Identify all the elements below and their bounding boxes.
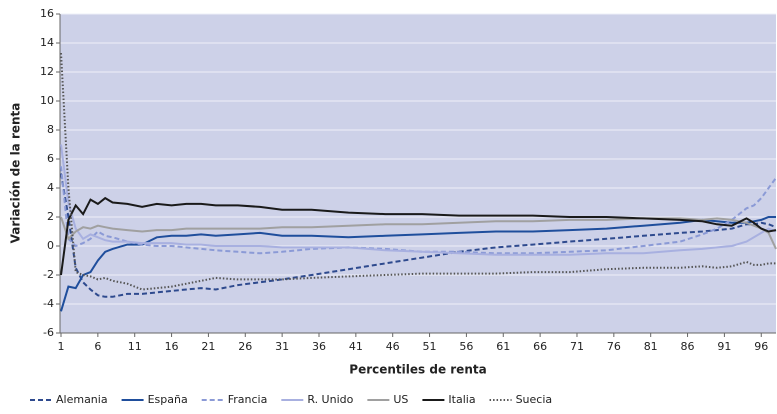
x-tick-label: 66 — [533, 340, 547, 353]
plot-area — [60, 14, 776, 333]
x-axis-label: Percentiles de renta — [349, 363, 486, 377]
x-tick-label: 26 — [238, 340, 252, 353]
y-tick-label: 2 — [47, 210, 54, 223]
x-tick-label: 76 — [607, 340, 621, 353]
y-tick-label: -2 — [43, 268, 54, 281]
legend-label: Italia — [448, 393, 475, 406]
legend-label: Suecia — [516, 393, 553, 406]
x-tick-label: 71 — [570, 340, 584, 353]
x-tick-label: 96 — [754, 340, 768, 353]
x-tick-label: 6 — [94, 340, 101, 353]
y-tick-label: -6 — [43, 326, 54, 339]
y-tick-label: -4 — [43, 297, 54, 310]
legend-label: R. Unido — [307, 393, 353, 406]
y-tick-label: 10 — [40, 94, 54, 107]
legend-label: Francia — [228, 393, 268, 406]
x-tick-label: 91 — [717, 340, 731, 353]
x-tick-label: 1 — [58, 340, 65, 353]
legend-label: Alemania — [56, 393, 108, 406]
y-tick-label: 14 — [40, 36, 54, 49]
x-tick-label: 81 — [644, 340, 658, 353]
series-line — [60, 144, 777, 256]
series-line — [60, 173, 777, 298]
y-tick-label: 6 — [47, 152, 54, 165]
x-tick-label: 86 — [681, 340, 695, 353]
series-line — [60, 196, 777, 276]
x-tick-label: 16 — [165, 340, 179, 353]
x-tick-label: 56 — [459, 340, 473, 353]
legend-label: US — [393, 393, 408, 406]
x-tick-label: 46 — [386, 340, 400, 353]
y-tick-label: 8 — [47, 123, 54, 136]
x-tick-label: 61 — [496, 340, 510, 353]
y-tick-label: 12 — [40, 65, 54, 78]
x-tick-label: 41 — [349, 340, 363, 353]
series-line — [60, 53, 776, 291]
y-tick-label: 4 — [47, 181, 54, 194]
legend-label: España — [148, 393, 188, 406]
y-axis-label: Variación de la renta — [9, 103, 23, 244]
y-tick-label: 16 — [40, 7, 54, 20]
x-tick-label: 21 — [201, 340, 215, 353]
series-line — [60, 216, 777, 250]
x-tick-label: 31 — [275, 340, 289, 353]
x-tick-label: 51 — [423, 340, 437, 353]
x-tick-label: 11 — [128, 340, 142, 353]
y-tick-label: 0 — [47, 239, 54, 252]
series-line — [60, 216, 776, 312]
x-tick-label: 36 — [312, 340, 326, 353]
